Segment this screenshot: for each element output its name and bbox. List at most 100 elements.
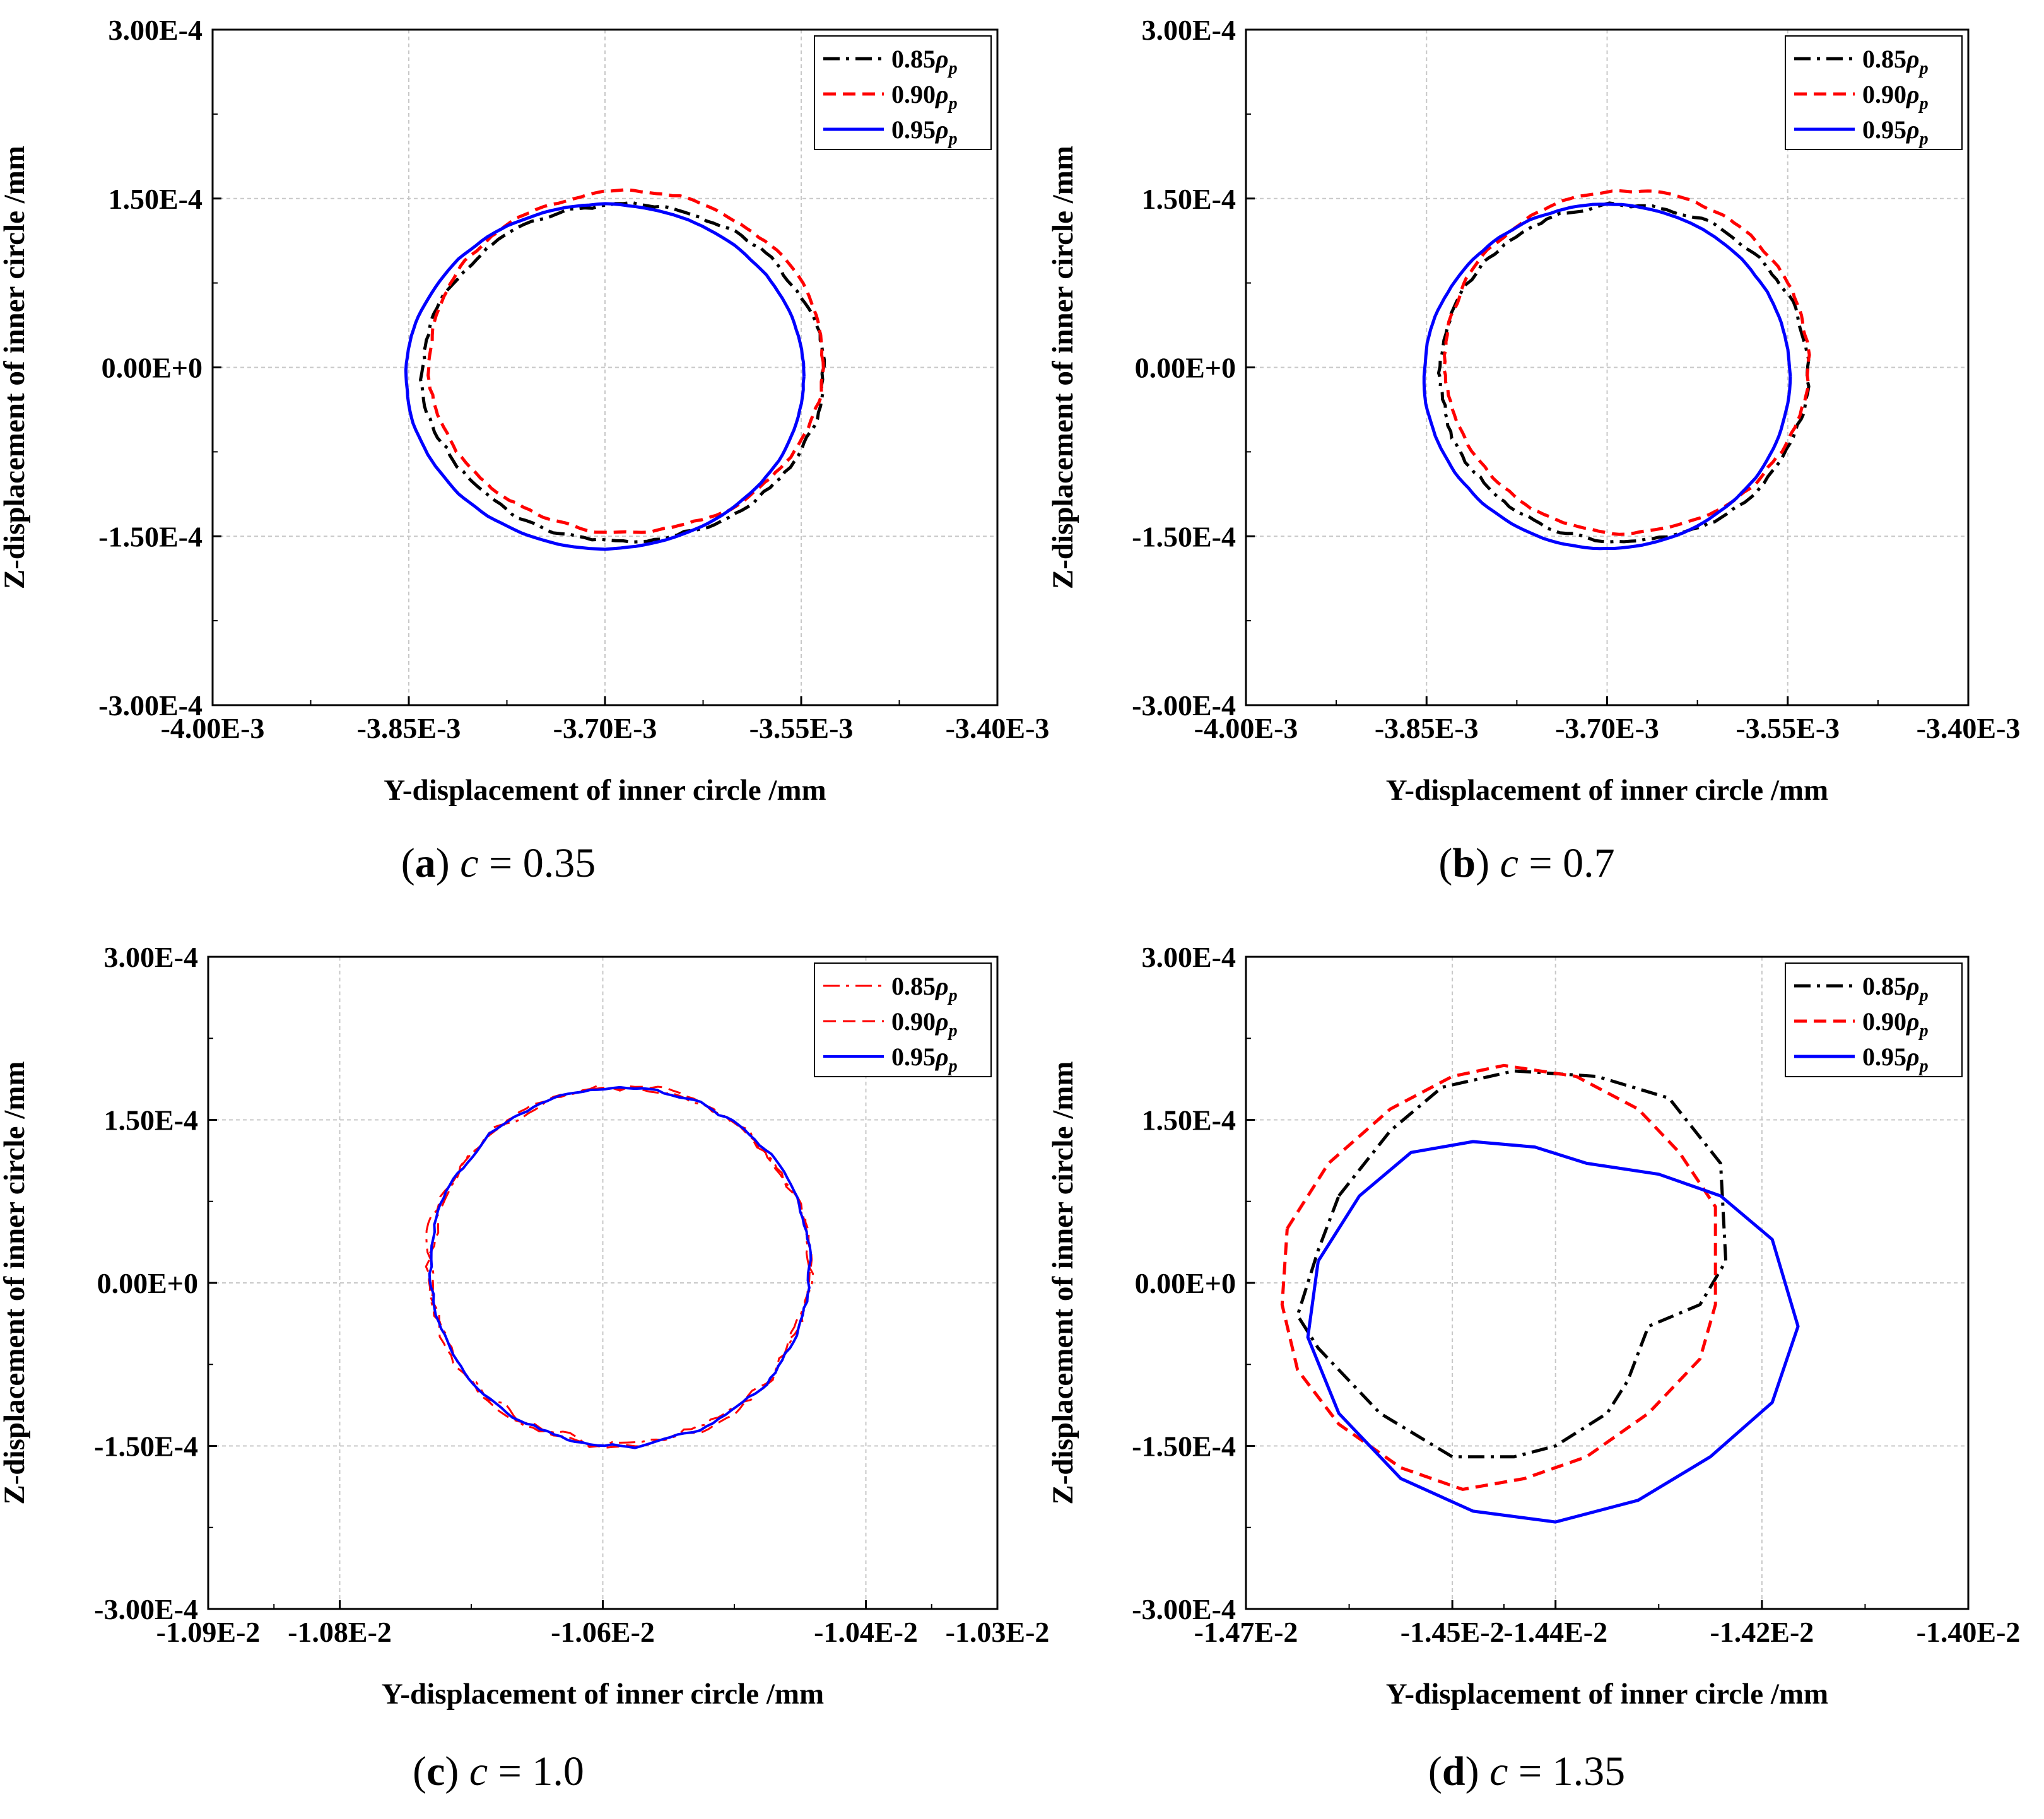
x-tick-label: -3.55E-3 — [1736, 712, 1840, 744]
y-tick-label: 3.00E-4 — [1142, 941, 1236, 973]
legend-label: 0.90ρp — [891, 80, 958, 114]
x-tick-label: -1.04E-2 — [814, 1616, 918, 1648]
panel-caption: (c) c = 1.0 — [413, 1748, 584, 1794]
x-tick-label: -1.42E-2 — [1710, 1616, 1814, 1648]
chart-panel-c: -1.09E-2 -1.08E-2 -1.06E-2 -1.04E-2 -1.03E-2… — [0, 941, 1049, 1794]
caption-label: a — [415, 840, 436, 886]
caption-equals: = — [1518, 840, 1563, 886]
legend-label: 0.85ρp — [891, 45, 958, 78]
panel-caption: (d) c = 1.35 — [1428, 1748, 1625, 1794]
y-axis-label: Z-displacement of inner circle /mm — [1047, 1061, 1079, 1504]
x-tick-label: -1.08E-2 — [288, 1616, 392, 1648]
legend-label: 0.90ρp — [1862, 80, 1929, 114]
y-tick-label: 3.00E-4 — [1142, 14, 1236, 46]
y-axis-label: Z-displacement of inner circle /mm — [0, 146, 31, 589]
series-line-0.85 — [1296, 1069, 1728, 1459]
legend-label: 0.95ρp — [1862, 1043, 1929, 1076]
caption-value: 0.7 — [1563, 840, 1615, 886]
x-tick-label: -3.40E-3 — [946, 712, 1050, 744]
legend-label-subscript: p — [948, 1021, 958, 1041]
legend-label-subscript: p — [948, 129, 958, 149]
y-axis-label: Z-displacement of inner circle /mm — [1047, 146, 1079, 589]
chart-panel-a: -4.00E-3 -3.85E-3 -3.70E-3 -3.55E-3 -3.40E-3… — [0, 14, 1049, 886]
caption-paren-close: ) — [436, 840, 460, 886]
x-tick-label: -3.85E-3 — [1375, 712, 1479, 744]
legend-label: 0.95ρp — [891, 1043, 958, 1076]
y-tick-label: 0.00E+0 — [1135, 1267, 1236, 1299]
chart-panel-d: -1.47E-2 -1.45E-2-1.44E-2 -1.42E-2 -1.40E-2… — [1047, 941, 2020, 1794]
x-tick-label: -3.70E-3 — [553, 712, 657, 744]
caption-value: 0.35 — [523, 840, 596, 886]
series-line-0.90 — [1442, 189, 1811, 536]
legend-label-symbol: ρ — [1906, 80, 1920, 108]
x-tick-label: -1.03E-2 — [946, 1616, 1050, 1648]
caption-paren-open: ( — [401, 840, 415, 886]
x-tick-label: -3.40E-3 — [1917, 712, 2021, 744]
y-tick-label: 0.00E+0 — [102, 352, 203, 384]
legend-label-subscript: p — [948, 986, 958, 1005]
legend-label-value: 0.85 — [1862, 45, 1906, 73]
x-axis-label: Y-displacement of inner circle /mm — [1386, 1678, 1828, 1711]
x-tick-label: -3.55E-3 — [749, 712, 854, 744]
legend-label-subscript: p — [948, 1056, 958, 1076]
x-tick-label: -3.70E-3 — [1555, 712, 1659, 744]
legend-label: 0.85ρp — [1862, 45, 1929, 78]
legend-label-symbol: ρ — [935, 1007, 949, 1036]
x-axis-label: Y-displacement of inner circle /mm — [1386, 774, 1828, 807]
caption-variable: c — [1500, 840, 1518, 886]
y-tick-label: 1.50E-4 — [109, 183, 203, 215]
series-line-0.95 — [1306, 1140, 1800, 1524]
x-axis-label: Y-displacement of inner circle /mm — [382, 1678, 824, 1711]
legend-label-value: 0.90 — [891, 80, 936, 108]
legend-label-subscript: p — [948, 94, 958, 114]
y-tick-label: -1.50E-4 — [94, 1430, 198, 1463]
legend-label-value: 0.85 — [891, 972, 936, 1000]
y-tick-label: -3.00E-4 — [94, 1593, 198, 1625]
y-tick-label: 3.00E-4 — [104, 941, 199, 973]
legend-label-symbol: ρ — [935, 80, 949, 108]
series-line-0.95 — [1422, 202, 1792, 551]
y-tick-label: -1.50E-4 — [98, 520, 203, 553]
y-tick-label: -1.50E-4 — [1132, 1430, 1236, 1463]
legend-label-symbol: ρ — [935, 1043, 949, 1071]
legend-label-value: 0.95 — [891, 1043, 936, 1071]
x-tick-label: -4.00E-3 — [1194, 712, 1298, 744]
legend-label: 0.95ρp — [1862, 115, 1929, 149]
series-line-0.90 — [425, 1085, 813, 1449]
chart-panel-b: -4.00E-3 -3.85E-3 -3.70E-3 -3.55E-3 -3.40E-3… — [1047, 14, 2020, 886]
caption-paren-close: ) — [1476, 840, 1500, 886]
x-axis-label: Y-displacement of inner circle /mm — [384, 774, 826, 807]
x-tick-label: -1.09E-2 — [156, 1616, 261, 1648]
y-tick-label: 1.50E-4 — [104, 1104, 199, 1137]
y-tick-label: 0.00E+0 — [97, 1267, 198, 1299]
legend-label-value: 0.95 — [891, 115, 936, 144]
caption-value: 1.35 — [1553, 1748, 1626, 1794]
x-tick-label: -3.85E-3 — [357, 712, 461, 744]
x-tick-label: -1.06E-2 — [551, 1616, 655, 1648]
legend-label-symbol: ρ — [935, 972, 949, 1000]
caption-paren-open: ( — [1438, 840, 1452, 886]
legend-label: 0.95ρp — [891, 115, 958, 149]
legend-label-subscript: p — [1918, 129, 1929, 149]
x-tick-label: -1.44E-2 — [1503, 1616, 1607, 1648]
series-line-0.90 — [1280, 1063, 1717, 1491]
legend-label: 0.85ρp — [891, 972, 958, 1005]
caption-value: 1.0 — [532, 1748, 584, 1794]
caption-paren-close: ) — [1465, 1748, 1489, 1794]
legend-label-symbol: ρ — [1906, 45, 1920, 73]
y-tick-label: -3.00E-4 — [98, 689, 203, 722]
legend-label-value: 0.85 — [1862, 972, 1906, 1000]
legend-label-subscript: p — [1918, 94, 1929, 114]
x-tick-label: -1.40E-2 — [1917, 1616, 2021, 1648]
legend-label-value: 0.90 — [1862, 1007, 1906, 1036]
x-tick-label: -4.00E-3 — [161, 712, 265, 744]
legend-label-value: 0.85 — [891, 45, 936, 73]
caption-paren-open: ( — [1428, 1748, 1442, 1794]
legend-label-subscript: p — [1918, 59, 1929, 78]
caption-variable: c — [1489, 1748, 1508, 1794]
